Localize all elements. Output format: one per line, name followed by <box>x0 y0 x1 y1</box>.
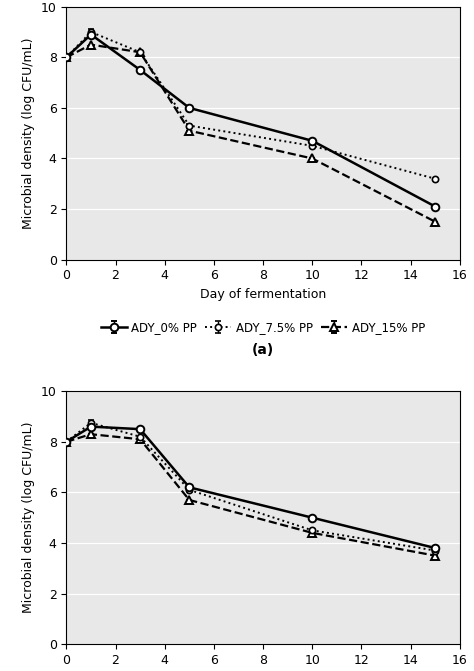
Y-axis label: Microbial density (log CFU/mL): Microbial density (log CFU/mL) <box>22 422 35 613</box>
Text: (a): (a) <box>252 343 274 357</box>
X-axis label: Day of fermentation: Day of fermentation <box>200 288 326 301</box>
Y-axis label: Microbial density (log CFU/mL): Microbial density (log CFU/mL) <box>22 38 35 229</box>
Legend: ADY_0% PP, ADY_7.5% PP, ADY_15% PP: ADY_0% PP, ADY_7.5% PP, ADY_15% PP <box>96 316 430 339</box>
